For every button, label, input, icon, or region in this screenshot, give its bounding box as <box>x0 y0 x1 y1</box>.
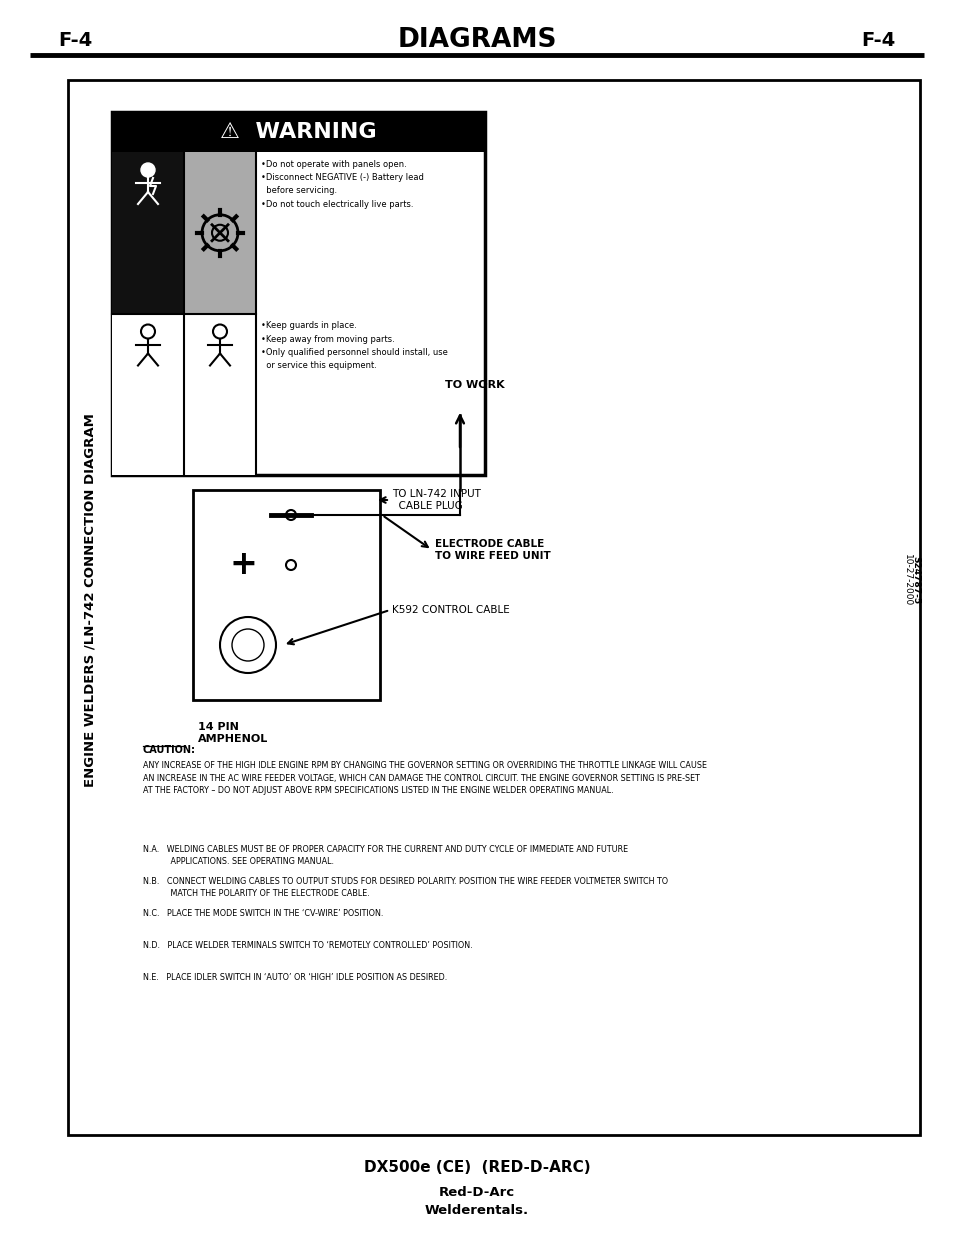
Text: •Do not operate with panels open.
•Disconnect NEGATIVE (-) Battery lead
  before: •Do not operate with panels open. •Disco… <box>261 161 423 209</box>
Text: •Keep guards in place.
•Keep away from moving parts.
•Only qualified personnel s: •Keep guards in place. •Keep away from m… <box>261 321 447 370</box>
Bar <box>193 490 379 700</box>
Text: ANY INCREASE OF THE HIGH IDLE ENGINE RPM BY CHANGING THE GOVERNOR SETTING OR OVE: ANY INCREASE OF THE HIGH IDLE ENGINE RPM… <box>143 761 706 795</box>
Text: N.B.   CONNECT WELDING CABLES TO OUTPUT STUDS FOR DESIRED POLARITY. POSITION THE: N.B. CONNECT WELDING CABLES TO OUTPUT ST… <box>143 877 667 899</box>
Bar <box>184 152 255 314</box>
Text: Red-D-Arc: Red-D-Arc <box>438 1186 515 1198</box>
Text: F-4: F-4 <box>58 31 92 49</box>
Text: 10-27-2000: 10-27-2000 <box>902 553 910 606</box>
Text: ENGINE WELDERS /LN-742 CONNECTION DIAGRAM: ENGINE WELDERS /LN-742 CONNECTION DIAGRA… <box>84 412 96 787</box>
Text: TO LN-742 INPUT
  CABLE PLUG: TO LN-742 INPUT CABLE PLUG <box>392 489 480 511</box>
Text: N.D.   PLACE WELDER TERMINALS SWITCH TO ‘REMOTELY CONTROLLED’ POSITION.: N.D. PLACE WELDER TERMINALS SWITCH TO ‘R… <box>143 941 472 950</box>
Text: N.C.   PLACE THE MODE SWITCH IN THE ‘CV-WIRE’ POSITION.: N.C. PLACE THE MODE SWITCH IN THE ‘CV-WI… <box>143 909 383 918</box>
Text: DX500e (CE)  (RED-D-ARC): DX500e (CE) (RED-D-ARC) <box>363 1161 590 1176</box>
Bar <box>112 152 184 314</box>
Bar <box>112 112 484 152</box>
Bar <box>184 314 255 475</box>
Text: Welderentals.: Welderentals. <box>424 1203 529 1216</box>
Bar <box>112 314 184 475</box>
Text: DIAGRAMS: DIAGRAMS <box>396 27 557 53</box>
Text: 14 PIN
AMPHENOL: 14 PIN AMPHENOL <box>198 722 268 743</box>
Text: ELECTRODE CABLE
TO WIRE FEED UNIT: ELECTRODE CABLE TO WIRE FEED UNIT <box>435 540 550 561</box>
Bar <box>112 112 484 475</box>
Text: ⚠  WARNING: ⚠ WARNING <box>220 122 376 142</box>
Text: N.A.   WELDING CABLES MUST BE OF PROPER CAPACITY FOR THE CURRENT AND DUTY CYCLE : N.A. WELDING CABLES MUST BE OF PROPER CA… <box>143 845 627 867</box>
Text: K592 CONTROL CABLE: K592 CONTROL CABLE <box>392 605 509 615</box>
Text: S24787-5: S24787-5 <box>910 556 920 604</box>
Bar <box>68 80 919 1135</box>
Text: +: + <box>229 548 256 582</box>
Text: CAUTION:: CAUTION: <box>143 745 195 755</box>
Text: TO WORK: TO WORK <box>444 380 504 390</box>
Circle shape <box>141 163 154 177</box>
Text: N.E.   PLACE IDLER SWITCH IN ‘AUTO’ OR ‘HIGH’ IDLE POSITION AS DESIRED.: N.E. PLACE IDLER SWITCH IN ‘AUTO’ OR ‘HI… <box>143 973 447 982</box>
Text: F-4: F-4 <box>861 31 895 49</box>
